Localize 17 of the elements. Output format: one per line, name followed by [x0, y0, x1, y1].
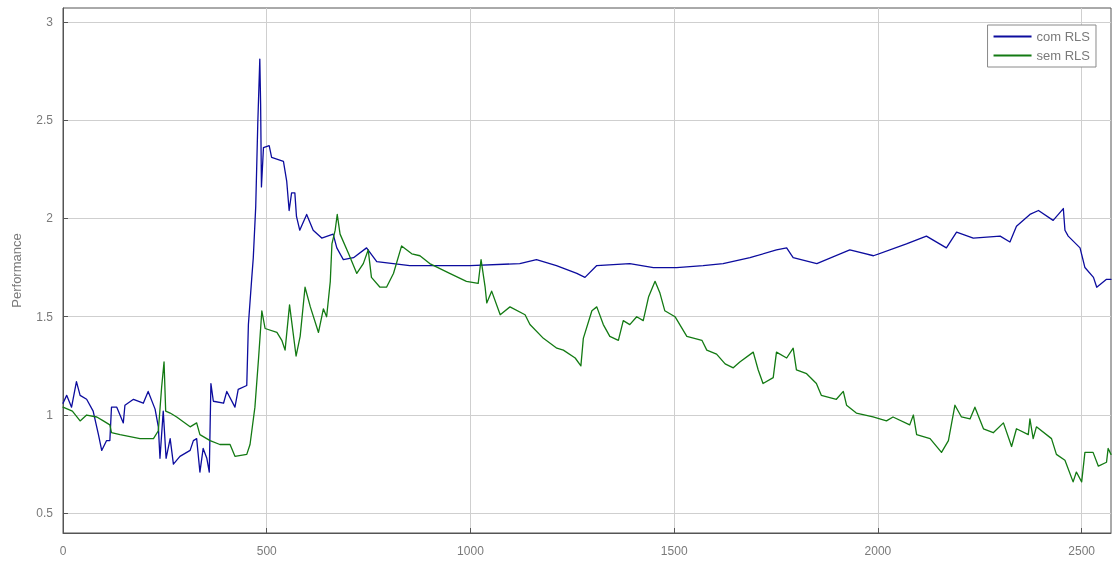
y-tick-label: 1.5: [36, 309, 54, 324]
legend-label: com RLS: [1036, 29, 1091, 44]
y-tick-label: 3: [46, 14, 54, 29]
y-tick-label: 0.5: [36, 506, 54, 521]
x-tick-label: 0: [59, 544, 67, 558]
y-tick-label: 2.5: [36, 113, 54, 128]
x-tick-label: 1500: [660, 544, 688, 558]
y-tick-label: 2: [46, 211, 54, 226]
x-tick-label: 500: [256, 544, 278, 558]
line-series: [62, 58, 1112, 473]
x-tick-label: 2000: [864, 544, 892, 558]
x-tick-label: 1000: [457, 544, 485, 558]
legend-label: sem RLS: [1036, 48, 1091, 63]
y-tick-label: 1: [46, 408, 54, 423]
line-series: [62, 213, 1112, 483]
y-axis-title: Performance: [9, 233, 24, 308]
x-tick-label: 2500: [1068, 544, 1096, 558]
